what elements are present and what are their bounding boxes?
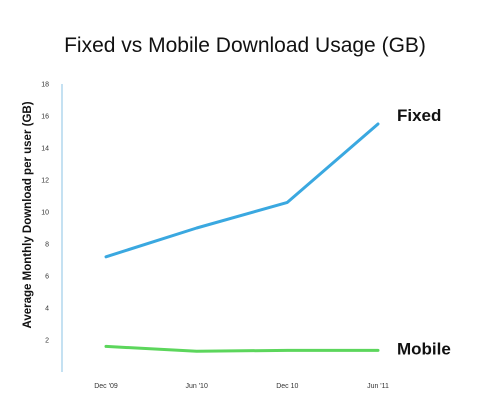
y-tick-label: 8 (45, 242, 49, 249)
y-tick-label: 16 (41, 114, 49, 121)
y-tick-label: 2 (45, 338, 49, 345)
x-ticks: Dec '09 Jun '10 Dec 10 Jun '11 (94, 383, 389, 390)
y-tick-label: 14 (41, 146, 49, 153)
x-tick-label: Jun '10 (185, 383, 207, 390)
x-tick-label: Dec 10 (276, 383, 298, 390)
y-tick-label: 6 (45, 274, 49, 281)
y-ticks: 2 4 6 8 10 12 14 16 18 (41, 82, 49, 345)
y-tick-label: 10 (41, 210, 49, 217)
x-tick-label: Jun '11 (367, 383, 389, 390)
y-tick-label: 4 (45, 306, 49, 313)
y-axis-label: Average Monthly Download per user (GB) (22, 101, 34, 328)
y-tick-label: 12 (41, 178, 49, 185)
chart-title: Fixed vs Mobile Download Usage (GB) (64, 34, 426, 57)
series-label-mobile: Mobile (397, 339, 451, 358)
series-lines (104, 122, 380, 353)
series-labels: Fixed Mobile (397, 106, 451, 358)
x-tick-label: Dec '09 (94, 383, 118, 390)
series-line-fixed (104, 122, 380, 259)
y-tick-label: 18 (41, 82, 49, 89)
series-line-mobile (104, 344, 380, 353)
series-label-fixed: Fixed (397, 106, 441, 125)
